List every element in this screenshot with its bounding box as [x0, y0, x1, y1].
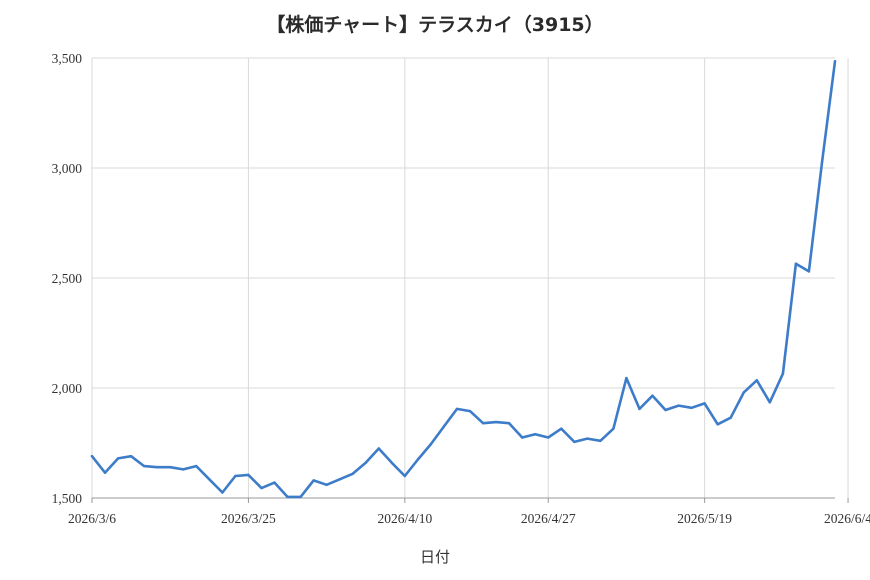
- data-point: [416, 458, 420, 461]
- data-point: [338, 478, 341, 481]
- data-point: [247, 473, 250, 477]
- data-point: [638, 407, 641, 411]
- grid: [91, 57, 849, 499]
- data-point: [716, 423, 719, 426]
- y-tick-label: 2,500: [52, 271, 83, 286]
- data-point: [651, 394, 654, 397]
- data-point: [364, 461, 367, 464]
- data-point: [182, 468, 185, 471]
- data-point: [677, 404, 680, 407]
- data-point: [547, 436, 550, 439]
- data-point: [442, 425, 446, 428]
- data-point: [273, 481, 276, 484]
- x-tick-label: 2026/3/25: [221, 511, 276, 526]
- data-point: [833, 60, 837, 63]
- data-point: [299, 495, 302, 499]
- data-point: [781, 372, 785, 375]
- data-point: [403, 474, 407, 478]
- data-point: [573, 440, 576, 444]
- x-tick-label: 2026/5/19: [677, 511, 732, 526]
- y-tick-label: 1,500: [52, 491, 83, 506]
- series-layer: [90, 59, 837, 499]
- data-point: [755, 379, 758, 382]
- series-line-stock-price: [90, 59, 837, 499]
- tick-labels: 1,500 2,000 2,500 3,000 3,500 2026/3/6 2026/3/…: [52, 51, 870, 526]
- data-point: [142, 464, 146, 468]
- data-point: [351, 472, 354, 475]
- y-tick-label: 3,000: [52, 161, 83, 176]
- data-point: [325, 483, 328, 486]
- y-tick-label: 2,000: [52, 381, 83, 396]
- data-point: [468, 409, 472, 413]
- x-axis-title: 日付: [419, 548, 450, 566]
- data-point: [729, 416, 732, 419]
- chart-title: 【株価チャート】テラスカイ（3915）: [266, 14, 604, 36]
- data-point: [103, 471, 107, 474]
- data-point: [260, 486, 263, 490]
- x-tick-label: 2026/3/6: [68, 511, 116, 526]
- data-point: [312, 479, 315, 482]
- data-point: [742, 391, 745, 394]
- data-point: [481, 422, 485, 425]
- data-point: [507, 422, 511, 425]
- data-point: [129, 455, 133, 458]
- data-point: [234, 474, 237, 478]
- data-point: [533, 433, 537, 436]
- x-tick-label: 2026/6/4: [824, 511, 870, 526]
- data-point: [494, 420, 498, 424]
- axes: [91, 497, 849, 503]
- data-point: [429, 442, 433, 446]
- data-point: [820, 161, 824, 164]
- data-point: [286, 495, 289, 499]
- data-point: [612, 427, 615, 430]
- data-point: [155, 466, 159, 469]
- data-point: [794, 262, 798, 265]
- data-point: [90, 455, 94, 458]
- y-tick-label: 3,500: [52, 51, 83, 66]
- data-point: [520, 436, 524, 439]
- x-tick-label: 2026/4/10: [377, 511, 432, 526]
- data-point: [390, 461, 394, 464]
- data-point: [703, 402, 706, 405]
- data-point: [625, 376, 628, 380]
- data-point: [208, 478, 211, 481]
- data-point: [664, 408, 667, 412]
- data-point: [221, 491, 224, 494]
- data-point: [116, 457, 120, 460]
- data-point: [807, 270, 811, 273]
- data-point: [195, 464, 198, 468]
- data-point: [377, 447, 380, 450]
- data-point: [169, 466, 172, 469]
- data-point: [586, 437, 589, 440]
- data-point: [768, 401, 772, 404]
- data-point: [690, 406, 693, 409]
- x-tick-label: 2026/4/27: [521, 511, 576, 526]
- data-point: [599, 439, 602, 442]
- data-point: [455, 407, 459, 411]
- data-point: [560, 427, 563, 430]
